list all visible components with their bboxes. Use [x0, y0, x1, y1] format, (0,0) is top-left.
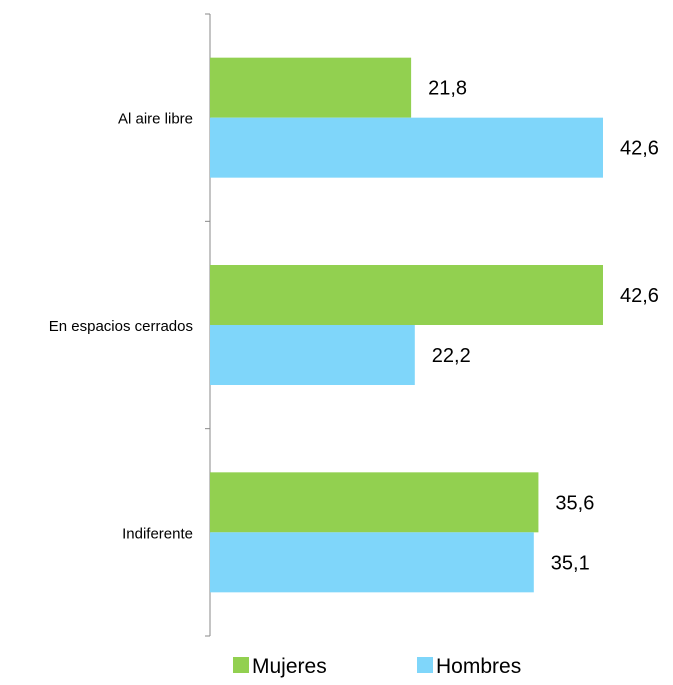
legend-swatch [233, 657, 249, 673]
legend-swatch [417, 657, 433, 673]
legend-label: Mujeres [252, 655, 327, 678]
bar-hombres [210, 117, 603, 178]
category-label: Indiferente [122, 525, 193, 542]
bar-hombres [210, 325, 415, 385]
data-label: 35,1 [551, 552, 590, 574]
bar-mujeres [210, 472, 539, 533]
data-label: 42,6 [620, 285, 659, 307]
category-label: Al aire libre [118, 111, 193, 128]
data-label: 35,6 [555, 492, 594, 514]
category-label: En espacios cerrados [49, 318, 193, 335]
bar-mujeres [210, 265, 603, 325]
axis-layer [205, 13, 211, 637]
data-label: 22,2 [432, 345, 471, 367]
labels-layer: Al aire libre 21,8 42,6 En espacios cerrado… [49, 78, 659, 575]
data-label: 21,8 [428, 78, 467, 100]
legend-label: Hombres [436, 655, 521, 678]
data-label: 42,6 [620, 138, 659, 160]
bar-hombres [210, 532, 534, 593]
bars-layer [210, 57, 603, 593]
legend: Mujeres Hombres [233, 655, 521, 678]
bar-mujeres [210, 57, 412, 118]
